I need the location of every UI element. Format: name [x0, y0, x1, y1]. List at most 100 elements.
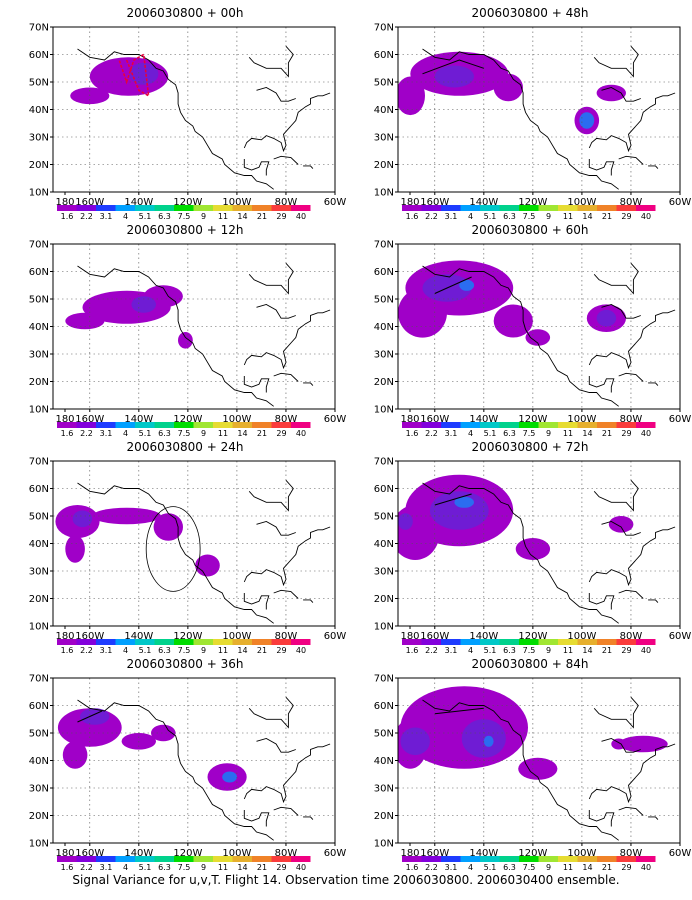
colorbar-label: 4: [123, 212, 128, 221]
coastline: [243, 159, 270, 176]
lat-tick-label: 60N: [374, 267, 394, 278]
colorbar-swatch: [616, 422, 636, 428]
colorbar-swatch: [76, 856, 96, 862]
colorbar-swatch: [577, 205, 597, 211]
variance-contour: [525, 329, 551, 346]
lon-tick-label: 80W: [620, 414, 643, 425]
colorbar-swatch: [519, 856, 539, 862]
colorbar-swatch: [499, 856, 519, 862]
lon-tick-label: 60W: [669, 848, 692, 859]
colorbar-swatch: [421, 422, 441, 428]
lat-tick-label: 70N: [29, 674, 49, 685]
panel-title: 2006030800 + 24h: [126, 440, 244, 454]
colorbar-swatch: [519, 205, 539, 211]
lat-tick-label: 40N: [29, 105, 49, 116]
colorbar-swatch: [460, 422, 480, 428]
lat-tick-label: 70N: [29, 457, 49, 468]
lon-tick-label: 120W: [518, 197, 547, 208]
colorbar-swatch: [441, 639, 461, 645]
lon-tick-label: 120W: [518, 848, 547, 859]
lon-tick-label: 180: [55, 848, 74, 859]
map-panel: 2006030800 + 60h 10N 20N 30N 40N 50N 60N 70N 180…: [365, 222, 692, 440]
colorbar-label: 9: [546, 429, 551, 438]
lat-tick-label: 70N: [374, 457, 394, 468]
variance-contour: [579, 112, 595, 129]
lat-tick-label: 50N: [374, 295, 394, 306]
colorbar-swatch: [616, 856, 636, 862]
lat-tick-label: 10N: [374, 188, 394, 199]
lat-tick-label: 40N: [374, 322, 394, 333]
coastline: [248, 697, 294, 729]
colorbar-label: 29: [621, 429, 631, 438]
colorbar-label: 3.1: [445, 429, 458, 438]
colorbar-swatch: [213, 639, 233, 645]
flight-track: [422, 59, 484, 75]
colorbar-label: 40: [296, 429, 306, 438]
map-plot: 10N 20N 30N 40N 50N 60N 70N 180 160W 140W 120W 100W…: [374, 23, 692, 222]
colorbar-swatch: [499, 205, 519, 211]
coastline: [588, 92, 676, 153]
colorbar-swatch: [519, 639, 539, 645]
lat-tick-label: 10N: [29, 188, 49, 199]
colorbar-label: 40: [641, 429, 651, 438]
colorbar-label: 6.3: [158, 863, 171, 872]
colorbar-swatch: [57, 639, 77, 645]
variance-contour: [434, 65, 474, 88]
colorbar-swatch: [96, 422, 116, 428]
colorbar-label: 5.1: [484, 212, 497, 221]
lat-tick-label: 60N: [374, 50, 394, 61]
colorbar-label: 9: [546, 646, 551, 655]
coastline: [593, 263, 639, 295]
lon-tick-label: 100W: [222, 848, 251, 859]
colorbar-label: 6.3: [503, 863, 516, 872]
colorbar-swatch: [538, 856, 558, 862]
colorbar-swatch: [538, 422, 558, 428]
lat-tick-label: 40N: [374, 756, 394, 767]
colorbar-label: 21: [602, 646, 612, 655]
panel-title: 2006030800 + 36h: [126, 657, 244, 671]
lat-tick-label: 50N: [374, 512, 394, 523]
colorbar-label: 21: [257, 212, 267, 221]
coastline: [256, 738, 296, 753]
colorbar-swatch: [232, 205, 252, 211]
lat-tick-label: 50N: [29, 78, 49, 89]
colorbar-swatch: [213, 205, 233, 211]
colorbar-label: 29: [276, 429, 286, 438]
colorbar-swatch: [96, 639, 116, 645]
coastline: [588, 309, 676, 370]
colorbar-swatch: [232, 856, 252, 862]
coastline: [588, 526, 676, 587]
panel-title: 2006030800 + 60h: [471, 223, 589, 237]
lat-tick-label: 10N: [29, 622, 49, 633]
colorbar-swatch: [135, 205, 155, 211]
lon-tick-label: 60W: [669, 414, 692, 425]
colorbar-label: 3.1: [100, 646, 113, 655]
colorbar-swatch: [154, 422, 174, 428]
colorbar-label: 5.1: [484, 863, 497, 872]
colorbar-swatch: [402, 856, 422, 862]
colorbar-label: 2.2: [425, 429, 438, 438]
variance-contour: [178, 332, 193, 349]
map-panel: 2006030800 + 36h 10N 20N 30N 40N 50N 60N 70N 180…: [20, 656, 350, 874]
colorbar-swatch: [135, 856, 155, 862]
coastline: [618, 155, 644, 165]
lon-tick-label: 180: [400, 197, 419, 208]
lon-tick-label: 60W: [324, 631, 347, 642]
variance-contour: [153, 513, 183, 541]
variance-contour: [398, 513, 413, 530]
colorbar-swatch: [154, 205, 174, 211]
lon-tick-label: 140W: [124, 848, 153, 859]
lat-tick-label: 50N: [374, 78, 394, 89]
variance-contour: [483, 735, 494, 747]
map-plot: 10N 20N 30N 40N 50N 60N 70N 180 160W 140W 120W 100W…: [29, 240, 347, 439]
colorbar-label: 3.1: [100, 429, 113, 438]
variance-contour: [195, 554, 220, 577]
lon-tick-label: 100W: [567, 848, 596, 859]
colorbar-swatch: [421, 639, 441, 645]
colorbar-swatch: [57, 422, 77, 428]
lon-tick-label: 120W: [518, 631, 547, 642]
colorbar-label: 2.2: [425, 212, 438, 221]
colorbar-swatch: [558, 856, 578, 862]
colorbar-swatch: [460, 205, 480, 211]
colorbar-swatch: [135, 639, 155, 645]
